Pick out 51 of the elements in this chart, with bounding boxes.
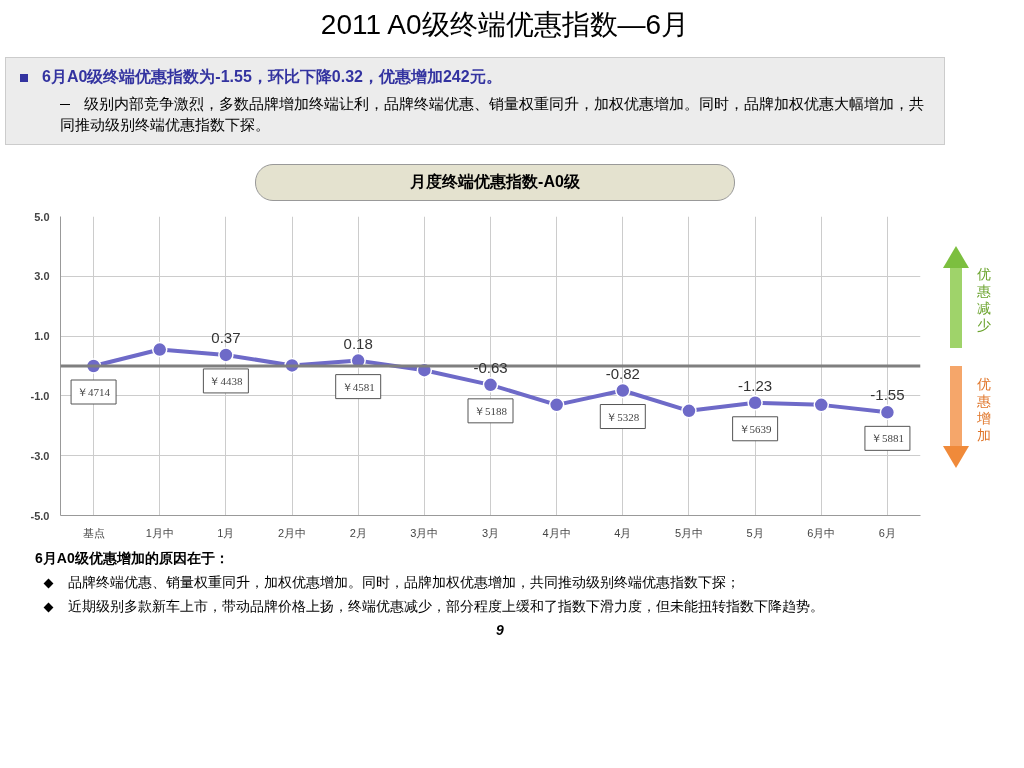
point	[218, 347, 234, 363]
point	[548, 397, 565, 413]
x-tick-label: 2月	[349, 526, 367, 539]
annotation: ￥4714	[77, 386, 111, 398]
y-tick-label: -5.0	[30, 509, 50, 522]
x-tick-label: 3月	[481, 526, 500, 539]
x-tick-label: 2月中	[277, 526, 307, 539]
y-tick-label: 1.0	[34, 330, 50, 343]
text: 9	[495, 621, 505, 640]
x-tick-label: 6月中	[807, 526, 836, 539]
x-tick-label: 5月	[746, 526, 764, 539]
point	[615, 382, 631, 399]
chart-subtitle: 月度终端优惠指数-A0级	[255, 164, 735, 201]
point	[813, 397, 830, 413]
annotation: ￥5639	[738, 422, 773, 435]
x-tick-label: 基点	[82, 526, 105, 539]
y-tick-label: -1.0	[30, 389, 50, 402]
annotation: ￥5188	[474, 404, 508, 417]
text: 优惠增加	[977, 376, 991, 444]
data-label: -0.82	[605, 364, 640, 382]
x-tick-label: 1月	[217, 526, 235, 539]
data-label: 0.18	[343, 334, 373, 352]
point	[681, 403, 697, 419]
point	[151, 341, 168, 358]
text: 级别内部竞争激烈，多数品牌增加终端让利，品牌终端优惠、销量权重同升，加权优惠增加。同时，品牌加权优惠大幅增加，共同推动级别终端优惠指数下探。	[60, 93, 925, 136]
data-label: -0.63	[473, 358, 508, 376]
annotation: ￥5328	[606, 410, 640, 423]
x-tick-label: 6月	[878, 526, 896, 539]
text: 6月A0级终端优惠指数为-1.55，环比下降0.32，优惠增加242元。	[41, 67, 503, 87]
y-tick-label: 5.0	[34, 210, 50, 223]
text: 优惠减少	[977, 266, 991, 334]
point	[482, 377, 499, 393]
text: 6月A0级优惠增加的原因在于：	[35, 549, 230, 568]
text: 品牌终端优惠、销量权重同升，加权优惠增加。同时，品牌加权优惠增加，共同推动级别终端优惠指数下探；	[67, 573, 741, 592]
point	[747, 395, 763, 411]
text: 近期级别多款新车上市，带动品牌价格上扬，终端优惠减少，部分程度上缓和了指数下滑力度，但未能扭转指数下降趋势。	[67, 597, 825, 616]
y-tick-label: 3.0	[34, 270, 50, 283]
chart-title: 2011 A0级终端优惠指数—6月	[319, 8, 691, 42]
x-tick-label: 5月中	[674, 526, 704, 539]
data-label: 0.37	[211, 328, 241, 346]
y-tick-label: -3.0	[30, 449, 50, 462]
point	[879, 404, 896, 421]
data-label: -1.55	[870, 386, 905, 404]
x-tick-label: 1月中	[145, 526, 174, 539]
annotation: ￥5881	[870, 432, 904, 445]
annotation: ￥4438	[209, 374, 243, 387]
x-tick-label: 3月中	[410, 526, 439, 539]
data-label: -1.23	[738, 376, 773, 394]
annotation: ￥4581	[341, 380, 375, 393]
x-tick-label: 4月	[614, 526, 632, 539]
x-tick-label: 4月中	[542, 526, 571, 539]
